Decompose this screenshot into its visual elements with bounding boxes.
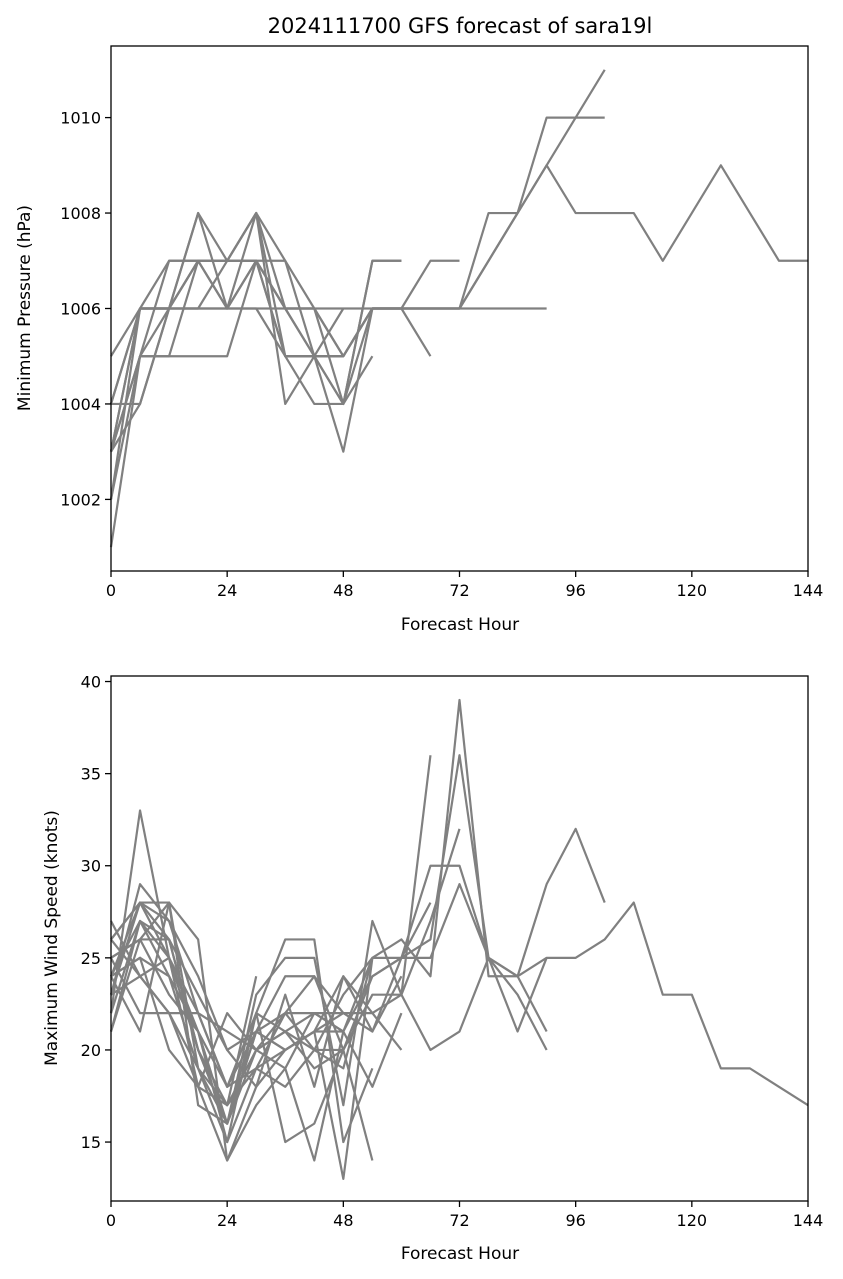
x-tick-label: 120 [677, 1211, 708, 1230]
wind-series-line-15 [109, 919, 374, 1161]
wind-x-axis-label: Forecast Hour [401, 1244, 519, 1264]
pressure-y-ticks: 1002 1004 1006 1008 1010 [60, 109, 111, 509]
x-tick-label: 144 [793, 581, 824, 600]
x-tick-label: 0 [106, 581, 116, 600]
y-tick-label: 1006 [60, 300, 101, 319]
pressure-series-line-11 [110, 211, 345, 453]
wind-y-axis-label: Maximum Wind Speed (knots) [42, 810, 62, 1066]
wind-series-line-19 [110, 956, 258, 1107]
y-tick-label: 40 [81, 673, 101, 692]
x-tick-label: 72 [449, 1211, 469, 1230]
wind-x-ticks: 0 24 48 72 96 120 144 [106, 1201, 823, 1230]
pressure-panel: 2024111700 GFS forecast of sara19l 0 24 48… [15, 14, 823, 635]
x-tick-label: 96 [565, 581, 585, 600]
wind-series-group [109, 698, 809, 1180]
y-tick-label: 1004 [60, 395, 101, 414]
x-tick-label: 72 [449, 581, 469, 600]
x-tick-label: 96 [565, 1211, 585, 1230]
wind-series-line-17 [109, 901, 344, 1125]
x-tick-label: 24 [217, 581, 237, 600]
y-tick-label: 1002 [60, 490, 101, 509]
x-tick-label: 120 [677, 581, 708, 600]
y-tick-label: 15 [81, 1133, 101, 1152]
wind-panel: 0 24 48 72 96 120 144 15 20 25 30 35 40 Forecast Ho… [42, 673, 823, 1264]
wind-series-line-11 [110, 938, 403, 1088]
y-tick-label: 35 [81, 765, 101, 784]
pressure-plot-frame [110, 45, 809, 572]
x-tick-label: 24 [217, 1211, 237, 1230]
pressure-series-line-12 [109, 211, 345, 405]
wind-series-line-16 [109, 901, 345, 1162]
pressure-y-axis-label: Minimum Pressure (hPa) [15, 205, 35, 411]
x-tick-label: 48 [333, 1211, 353, 1230]
x-tick-label: 0 [106, 1211, 116, 1230]
pressure-x-ticks: 0 24 48 72 96 120 144 [106, 571, 823, 600]
y-tick-label: 1008 [60, 204, 101, 223]
y-tick-label: 25 [81, 949, 101, 968]
x-tick-label: 144 [793, 1211, 824, 1230]
wind-plot-frame [110, 675, 809, 1202]
y-tick-label: 20 [81, 1041, 101, 1060]
x-tick-label: 48 [333, 581, 353, 600]
pressure-x-axis-label: Forecast Hour [401, 615, 519, 635]
y-tick-label: 1010 [60, 109, 101, 128]
wind-y-ticks: 15 20 25 30 35 40 [81, 673, 111, 1152]
pressure-series-group [109, 69, 808, 548]
chart-title: 2024111700 GFS forecast of sara19l [268, 14, 653, 38]
y-tick-label: 30 [81, 857, 101, 876]
wind-series-line-18 [110, 957, 344, 1088]
